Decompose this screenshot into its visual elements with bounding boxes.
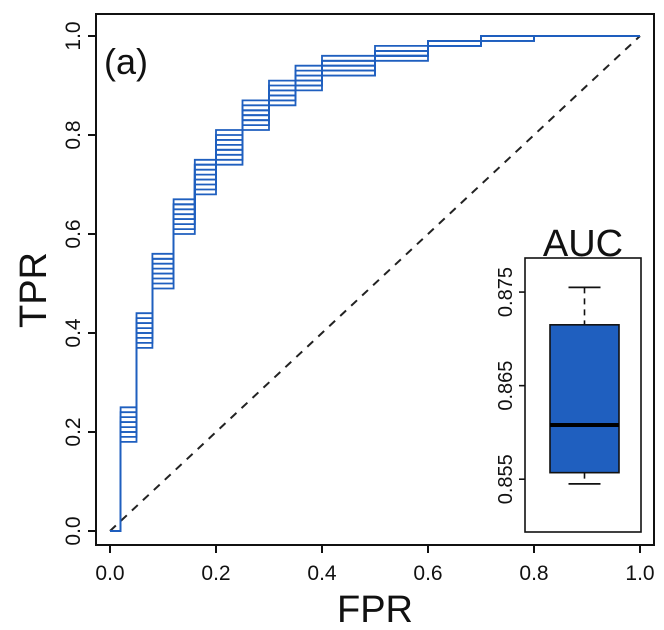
y-tick-label: 0.2 — [62, 417, 85, 446]
inset-title: AUC — [543, 223, 623, 265]
x-tick-label: 0.2 — [201, 562, 230, 585]
diagonal-line — [109, 35, 641, 532]
y-axis: 0.0 0.2 0.4 0.6 0.8 1.0 — [62, 21, 96, 546]
auc-inset: AUC 0.855 0.865 0.875 — [495, 223, 642, 533]
x-tick-label: 0.4 — [307, 562, 337, 585]
panel-label: (a) — [104, 41, 148, 82]
y-tick-label: 0.8 — [62, 120, 85, 149]
inset-tick-label: 0.875 — [495, 267, 517, 317]
diagonal-reference — [109, 35, 641, 532]
x-axis: 0.0 0.2 0.4 0.6 0.8 1.0 — [95, 545, 655, 585]
auc-boxplot — [549, 286, 620, 485]
x-tick-label: 1.0 — [625, 562, 654, 585]
inset-y-axis: 0.855 0.865 0.875 — [495, 267, 525, 504]
y-tick-label: 0.4 — [62, 318, 85, 348]
x-axis-title: FPR — [337, 589, 413, 630]
roc-curves — [110, 35, 640, 532]
y-tick-label: 0.0 — [62, 516, 85, 545]
y-tick-label: 0.6 — [62, 219, 85, 248]
plot-frame — [95, 13, 655, 546]
roc-curve — [110, 35, 640, 532]
inset-tick-label: 0.865 — [495, 361, 517, 411]
inset-tick-label: 0.855 — [495, 454, 517, 504]
x-tick-label: 0.6 — [413, 562, 442, 585]
x-tick-label: 0.0 — [95, 562, 124, 585]
x-tick-label: 0.8 — [519, 562, 548, 585]
iqr-box — [549, 324, 620, 474]
y-axis-title: TPR — [13, 252, 55, 328]
y-tick-label: 1.0 — [62, 21, 85, 50]
